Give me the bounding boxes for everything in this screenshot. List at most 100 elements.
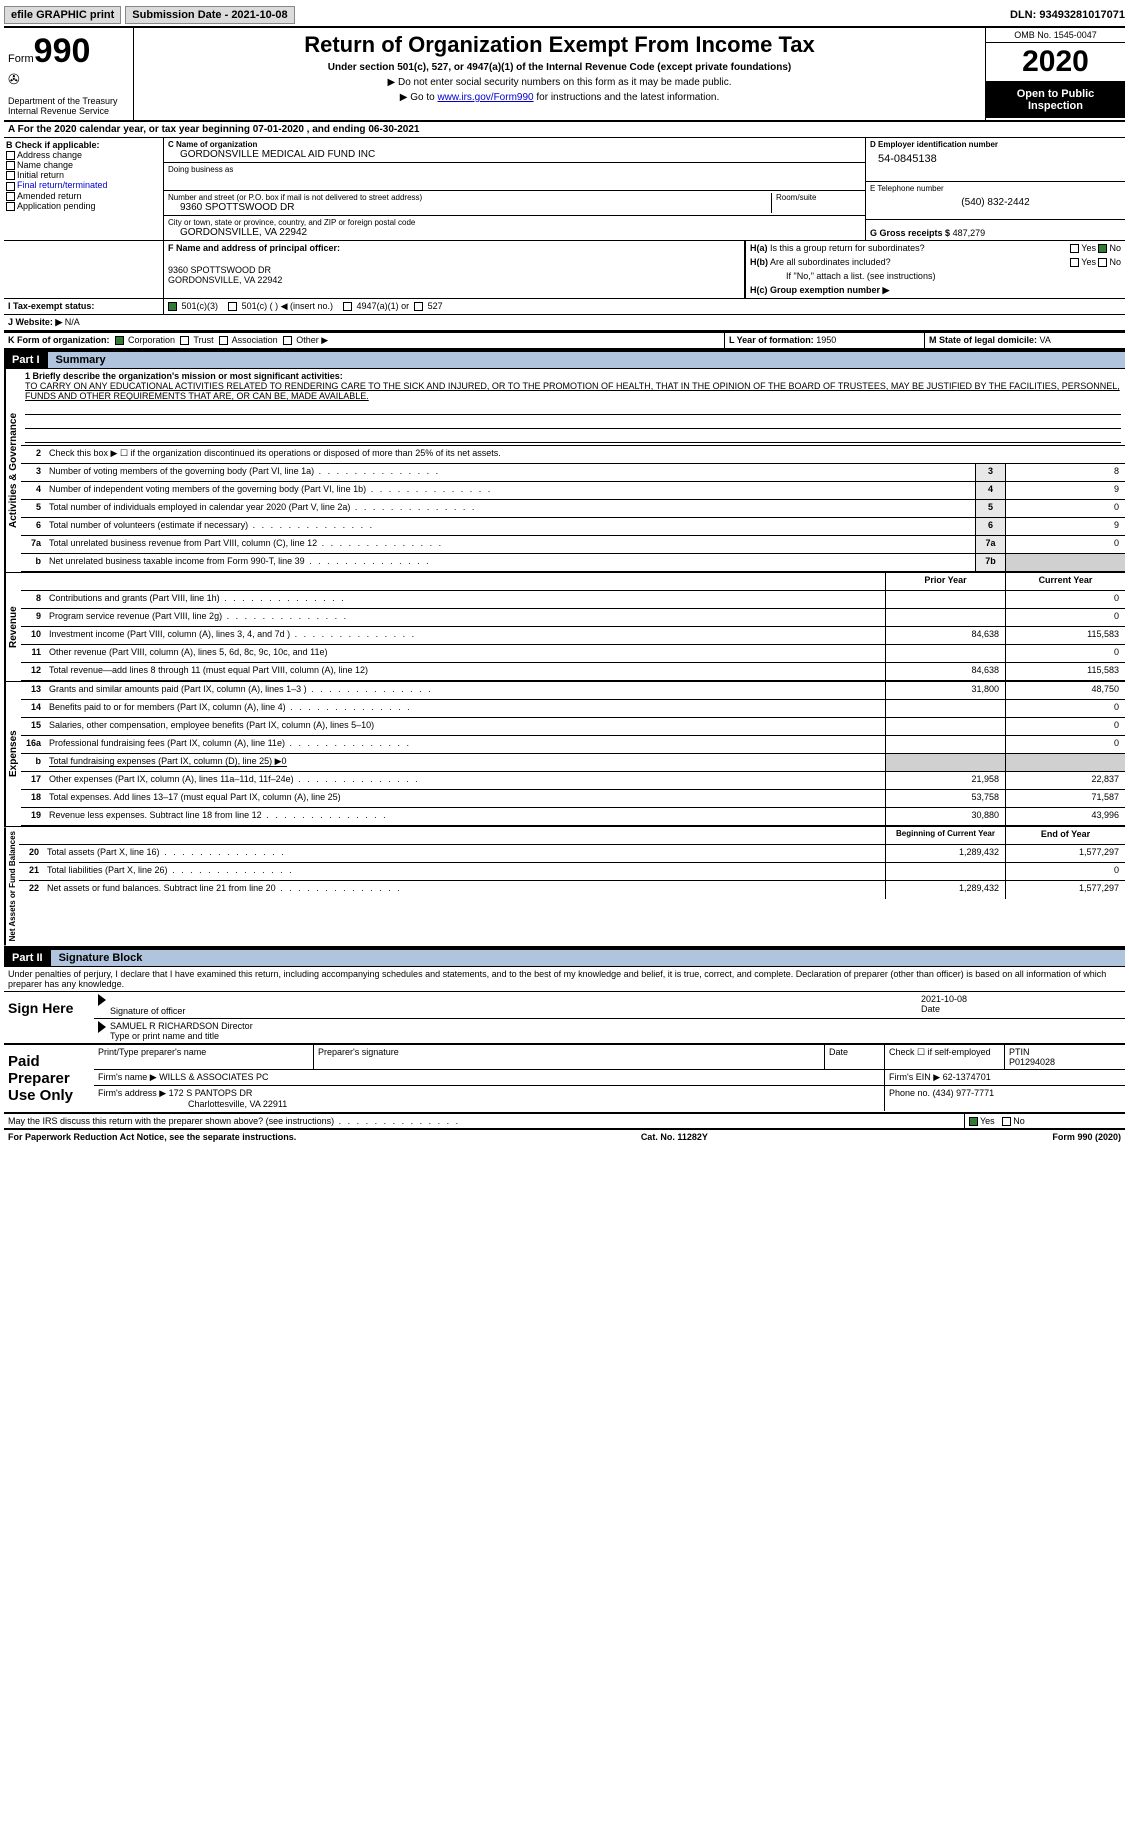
- arrow-icon-2: [98, 1021, 106, 1033]
- l11-c: 0: [1005, 645, 1125, 662]
- expenses-section: Expenses 13Grants and similar amounts pa…: [4, 681, 1125, 826]
- cb-hb-no[interactable]: [1098, 258, 1107, 267]
- l18-c: 71,587: [1005, 790, 1125, 807]
- l13-txt: Grants and similar amounts paid (Part IX…: [45, 682, 885, 699]
- i-lbl: I Tax-exempt status:: [8, 301, 94, 311]
- part1-title: Summary: [48, 352, 1125, 368]
- l5-val: 0: [1005, 500, 1125, 517]
- l15-c: 0: [1005, 718, 1125, 735]
- cb-ha-no[interactable]: [1098, 244, 1107, 253]
- cb-hb-yes[interactable]: [1070, 258, 1079, 267]
- i-o1: 501(c)(3): [182, 301, 219, 311]
- ha-no: No: [1109, 243, 1121, 253]
- l15-p: [885, 718, 1005, 735]
- officer-addr1: 9360 SPOTTSWOOD DR: [168, 265, 740, 275]
- cb-discuss-yes[interactable]: [969, 1117, 978, 1126]
- cb-address-change[interactable]: [6, 151, 15, 160]
- irs-link[interactable]: www.irs.gov/Form990: [437, 92, 533, 103]
- l16a-n: 16a: [21, 736, 45, 753]
- submission-date-label: Submission Date - 2021-10-08: [125, 6, 294, 24]
- room-lbl: Room/suite: [776, 193, 861, 202]
- firm-ein: 62-1374701: [943, 1072, 991, 1082]
- box-i-row: I Tax-exempt status: 501(c)(3) 501(c) ( …: [4, 299, 1125, 315]
- cb-4947[interactable]: [343, 302, 352, 311]
- gov-section: Activities & Governance 1 Briefly descri…: [4, 369, 1125, 572]
- k-o1: Corporation: [128, 335, 175, 345]
- prep-date-lbl: Date: [825, 1045, 885, 1069]
- box-b-label: B Check if applicable:: [6, 140, 161, 150]
- cb-501c3[interactable]: [168, 302, 177, 311]
- part1-hdr: Part I: [4, 352, 48, 368]
- cb-corp[interactable]: [115, 336, 124, 345]
- firm-phone: (434) 977-7771: [933, 1088, 995, 1098]
- lbl-name-change: Name change: [17, 160, 73, 170]
- cb-amended-return[interactable]: [6, 192, 15, 201]
- l18-txt: Total expenses. Add lines 13–17 (must eq…: [45, 790, 885, 807]
- note2-pre: ▶ Go to: [400, 92, 438, 103]
- page-footer: For Paperwork Reduction Act Notice, see …: [4, 1129, 1125, 1144]
- vtab-gov: Activities & Governance: [4, 369, 21, 572]
- org-name: GORDONSVILLE MEDICAL AID FUND INC: [168, 149, 861, 160]
- l7a-txt: Total unrelated business revenue from Pa…: [45, 536, 975, 553]
- cb-assoc[interactable]: [219, 336, 228, 345]
- m-lbl: M State of legal domicile:: [929, 335, 1037, 345]
- cb-501c[interactable]: [228, 302, 237, 311]
- l22-txt: Net assets or fund balances. Subtract li…: [43, 881, 885, 899]
- part1-header: Part I Summary: [4, 350, 1125, 369]
- l19-p: 30,880: [885, 808, 1005, 825]
- l5-txt: Total number of individuals employed in …: [45, 500, 975, 517]
- l12-n: 12: [21, 663, 45, 680]
- l4-val: 9: [1005, 482, 1125, 499]
- cb-527[interactable]: [414, 302, 423, 311]
- cb-final-return[interactable]: [6, 182, 15, 191]
- cb-trust[interactable]: [180, 336, 189, 345]
- vtab-exp: Expenses: [4, 682, 21, 826]
- m-val: VA: [1040, 335, 1051, 345]
- street-lbl: Number and street (or P.O. box if mail i…: [168, 193, 771, 202]
- l8-p: [885, 591, 1005, 608]
- dln-label: DLN: 93493281017071: [1010, 9, 1125, 21]
- cb-discuss-no[interactable]: [1002, 1117, 1011, 1126]
- firm-addr2: Charlottesville, VA 22911: [98, 1099, 287, 1109]
- l22-c: 1,577,297: [1005, 881, 1125, 899]
- hb-note: If "No," attach a list. (see instruction…: [746, 269, 1125, 283]
- cb-name-change[interactable]: [6, 161, 15, 170]
- cb-application-pending[interactable]: [6, 202, 15, 211]
- phone-lbl: E Telephone number: [870, 184, 1121, 193]
- efile-print-button[interactable]: efile GRAPHIC print: [4, 6, 121, 24]
- sig-date: 2021-10-08: [921, 994, 1121, 1004]
- cb-ha-yes[interactable]: [1070, 244, 1079, 253]
- discuss-row: May the IRS discuss this return with the…: [4, 1114, 1125, 1129]
- l21-n: 21: [19, 863, 43, 880]
- form-number-block: Form990: [8, 32, 129, 71]
- firm-addr1: 172 S PANTOPS DR: [169, 1088, 253, 1098]
- cb-other[interactable]: [283, 336, 292, 345]
- cb-initial-return[interactable]: [6, 171, 15, 180]
- l16b-txt: Total fundraising expenses (Part IX, col…: [45, 754, 885, 771]
- l3-txt: Number of voting members of the governin…: [45, 464, 975, 481]
- box-c: C Name of organizationGORDONSVILLE MEDIC…: [164, 138, 865, 240]
- l5-box: 5: [975, 500, 1005, 517]
- l11-n: 11: [21, 645, 45, 662]
- l17-n: 17: [21, 772, 45, 789]
- form-note2: ▶ Go to www.irs.gov/Form990 for instruct…: [138, 92, 981, 103]
- prep-sig-lbl: Preparer's signature: [314, 1045, 825, 1069]
- l11-txt: Other revenue (Part VIII, column (A), li…: [45, 645, 885, 662]
- l19-txt: Revenue less expenses. Subtract line 18 …: [45, 808, 885, 825]
- l10-txt: Investment income (Part VIII, column (A)…: [45, 627, 885, 644]
- sig-declaration: Under penalties of perjury, I declare th…: [4, 967, 1125, 992]
- org-name-lbl: C Name of organization: [168, 140, 861, 149]
- hb-yes: Yes: [1081, 257, 1096, 267]
- prior-hdr: Prior Year: [885, 573, 1005, 590]
- l4-box: 4: [975, 482, 1005, 499]
- l9-txt: Program service revenue (Part VIII, line…: [45, 609, 885, 626]
- l3-box: 3: [975, 464, 1005, 481]
- l20-txt: Total assets (Part X, line 16): [43, 845, 885, 862]
- l18-n: 18: [21, 790, 45, 807]
- street-val: 9360 SPOTTSWOOD DR: [168, 202, 771, 213]
- footer-mid: Cat. No. 11282Y: [641, 1132, 708, 1142]
- l17-c: 22,837: [1005, 772, 1125, 789]
- sign-here-block: Sign Here Signature of officer 2021-10-0…: [4, 992, 1125, 1045]
- l10-p: 84,638: [885, 627, 1005, 644]
- irs-seal-icon: ✇: [8, 71, 129, 88]
